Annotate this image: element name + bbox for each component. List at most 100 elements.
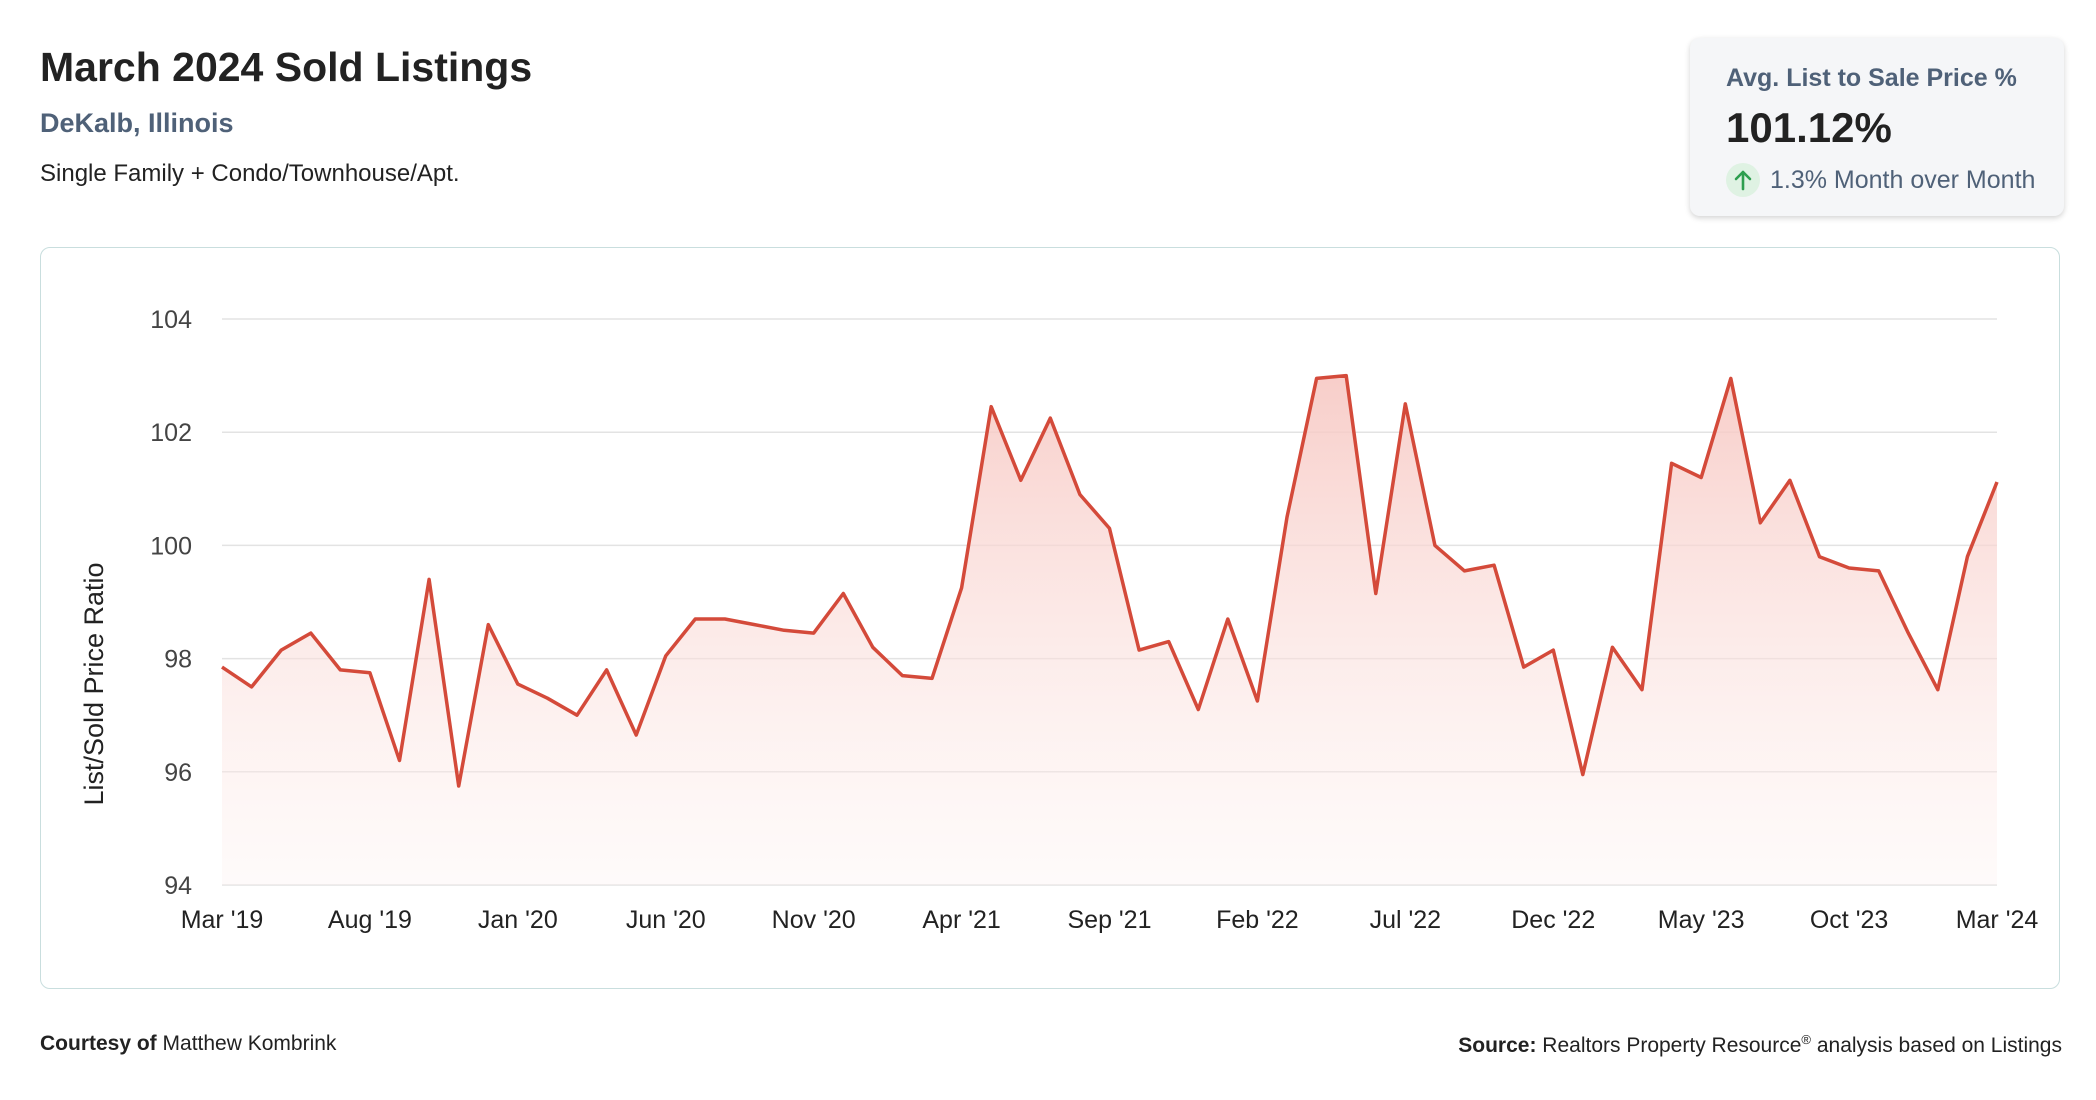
y-tick-label: 98 (164, 646, 192, 674)
data-point (1136, 647, 1142, 653)
data-point (899, 673, 905, 679)
courtesy-line: Courtesy of Matthew Kombrink (40, 1032, 336, 1056)
data-point (722, 616, 728, 622)
data-point (1018, 477, 1024, 483)
data-point (1314, 375, 1320, 381)
data-point (633, 732, 639, 738)
data-point (308, 630, 314, 636)
data-point (219, 664, 225, 670)
data-point (692, 616, 698, 622)
y-axis-label: List/Sold Price Ratio (79, 562, 109, 805)
x-tick-labels: Mar '19 Aug '19 Jan '20 Jun '20 Nov '20 Apr '… (181, 906, 2039, 934)
data-point (426, 576, 432, 582)
location-subtitle: DeKalb, Illinois (40, 108, 234, 138)
data-point (1935, 687, 1941, 693)
x-tick-label: Mar '24 (1956, 906, 2039, 934)
x-tick-label: Oct '23 (1810, 906, 1888, 934)
x-tick-label: Feb '22 (1216, 906, 1299, 934)
data-point (1107, 525, 1113, 531)
series-line (221, 373, 1999, 788)
data-point (544, 695, 550, 701)
data-point (1077, 491, 1083, 497)
data-point (1343, 373, 1349, 379)
data-point (840, 591, 846, 597)
x-tick-label: Aug '19 (328, 906, 412, 934)
data-point (1491, 562, 1497, 568)
data-point (1639, 687, 1645, 693)
area-layer (222, 375, 1997, 885)
data-point (1817, 554, 1823, 560)
property-types-label: Single Family + Condo/Townhouse/Apt. (40, 160, 460, 187)
x-tick-label: Apr '21 (922, 906, 1000, 934)
data-point (249, 684, 255, 690)
data-point (1254, 698, 1260, 704)
data-point (367, 670, 373, 676)
courtesy-name: Matthew Kombrink (162, 1032, 337, 1055)
data-point (1669, 460, 1675, 466)
list-to-sale-chart: 94 96 98 100 102 104 Mar '19 Aug '19 Jan '20 Jun… (79, 306, 2039, 934)
data-point (988, 404, 994, 410)
kpi-change-text: 1.3% Month over Month (1770, 165, 2036, 194)
data-point (929, 675, 935, 681)
data-point (1166, 639, 1172, 645)
y-tick-label: 96 (164, 759, 192, 787)
page-title: March 2024 Sold Listings (40, 44, 533, 90)
data-point (1284, 514, 1290, 520)
x-tick-label: Jul '22 (1370, 906, 1441, 934)
courtesy-prefix: Courtesy of (40, 1032, 157, 1055)
y-tick-labels: 94 96 98 100 102 104 (150, 306, 192, 900)
data-point (1402, 401, 1408, 407)
x-tick-label: Sep '21 (1067, 906, 1151, 934)
data-point (811, 630, 817, 636)
x-tick-label: Dec '22 (1511, 906, 1595, 934)
data-point (1964, 554, 1970, 560)
data-point (456, 783, 462, 789)
data-point (1047, 415, 1053, 421)
kpi-value: 101.12% (1726, 104, 1892, 151)
data-point (1550, 647, 1556, 653)
y-tick-label: 102 (150, 419, 192, 447)
data-point (1195, 707, 1201, 713)
data-point (397, 757, 403, 763)
y-tick-label: 104 (150, 306, 192, 334)
data-point (1728, 375, 1734, 381)
kpi-change: 1.3% Month over Month (1726, 163, 2035, 197)
data-point (278, 647, 284, 653)
kpi-card: Avg. List to Sale Price % 101.12% 1.3% M… (1690, 38, 2064, 216)
data-point (1580, 772, 1586, 778)
data-point (574, 712, 580, 718)
data-point (1432, 542, 1438, 548)
source-suffix: analysis based on Listings (1811, 1034, 2062, 1057)
data-point (1373, 591, 1379, 597)
data-point (515, 681, 521, 687)
data-point (870, 644, 876, 650)
data-point (1787, 477, 1793, 483)
data-point (485, 622, 491, 628)
x-tick-label: May '23 (1658, 906, 1745, 934)
data-point (1757, 520, 1763, 526)
data-point (1994, 479, 2000, 485)
data-point (1521, 664, 1527, 670)
data-point (1609, 644, 1615, 650)
x-tick-label: Mar '19 (181, 906, 264, 934)
source-prefix: Source: (1458, 1034, 1537, 1057)
data-point (752, 622, 758, 628)
chart-card: 94 96 98 100 102 104 Mar '19 Aug '19 Jan '20 Jun… (40, 247, 2060, 989)
source-line: Source: Realtors Property Resource® anal… (1458, 1032, 2062, 1058)
data-point (1846, 565, 1852, 571)
source-text: Realtors Property Resource (1542, 1034, 1802, 1057)
x-tick-label: Nov '20 (772, 906, 856, 934)
data-point (1876, 568, 1882, 574)
registered-mark: ® (1801, 1032, 1811, 1047)
data-point (604, 667, 610, 673)
data-point (663, 653, 669, 659)
x-tick-label: Jan '20 (478, 906, 558, 934)
data-point (1698, 474, 1704, 480)
data-point (337, 667, 343, 673)
data-point (959, 585, 965, 591)
y-tick-label: 100 (150, 532, 192, 560)
y-tick-label: 94 (164, 872, 192, 900)
arrow-up-icon (1726, 163, 1760, 197)
line-layer (219, 373, 2000, 789)
kpi-label: Avg. List to Sale Price % (1726, 64, 2017, 92)
